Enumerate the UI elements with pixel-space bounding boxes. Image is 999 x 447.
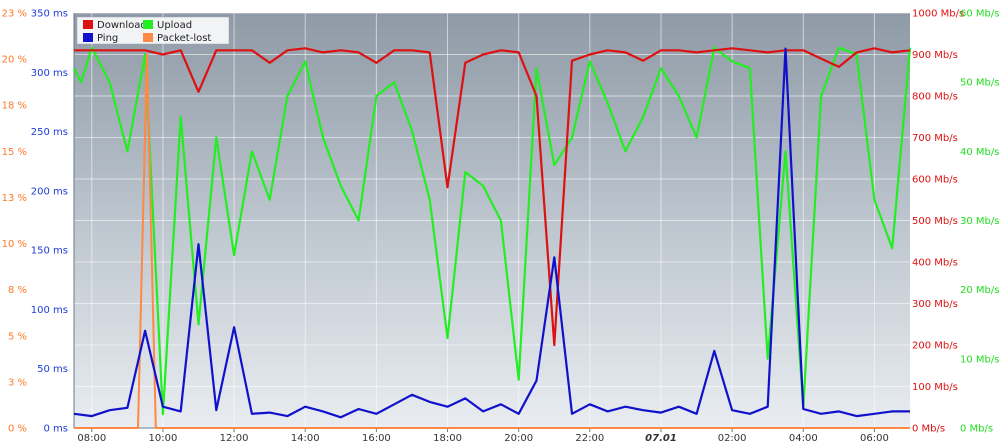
packet-lost-axis-tick-label: 18 % <box>2 101 27 112</box>
series-line-ping <box>73 47 910 419</box>
download-axis-tick-label: 400 Mb/s <box>912 258 958 269</box>
ping-axis-tick-label: 50 ms <box>37 364 68 375</box>
ping-axis-tick-label: 350 ms <box>31 9 68 20</box>
x-tick-label: 22:00 <box>575 433 604 444</box>
ping-axis-tick-label: 0 ms <box>44 424 69 435</box>
x-tick-label: 20:00 <box>504 433 533 444</box>
upload-axis-tick-label: 0 Mb/s <box>960 424 993 435</box>
legend-swatch-download <box>83 20 93 29</box>
packet-lost-axis-tick-label: 15 % <box>2 147 27 158</box>
download-axis-tick-label: 800 Mb/s <box>912 92 958 103</box>
packet-lost-axis-tick-label: 20 % <box>2 55 27 66</box>
packet-lost-axis-tick-label: 23 % <box>2 9 27 20</box>
upload-axis-tick-label: 40 Mb/s <box>960 147 999 158</box>
legend: Download Upload Ping Packet-lost <box>76 16 230 45</box>
download-axis-tick-label: 500 Mb/s <box>912 216 958 227</box>
ping-axis-tick-label: 250 ms <box>31 127 68 138</box>
legend-swatch-upload <box>143 20 153 29</box>
legend-label-upload: Upload <box>157 20 192 31</box>
upload-axis-tick-label: 50 Mb/s <box>960 78 999 89</box>
download-axis-tick-label: 700 Mb/s <box>912 133 958 144</box>
x-tick-label: 18:00 <box>433 433 462 444</box>
download-axis-tick-label: 900 Mb/s <box>912 50 958 61</box>
upload-axis-tick-label: 30 Mb/s <box>960 216 999 227</box>
packet-lost-axis-tick-label: 8 % <box>8 285 27 296</box>
x-tick-label: 07.01 <box>645 433 677 444</box>
packet-lost-axis-tick-label: 0 % <box>8 424 27 435</box>
packet-lost-axis-tick-label: 3 % <box>8 377 27 388</box>
x-tick-label: 12:00 <box>220 433 249 444</box>
grid-lines <box>74 12 910 429</box>
download-axis-tick-label: 0 Mb/s <box>912 424 945 435</box>
legend-label-ping: Ping <box>97 33 118 44</box>
download-axis-tick-label: 200 Mb/s <box>912 341 958 352</box>
upload-axis-tick-label: 10 Mb/s <box>960 354 999 365</box>
ping-axis-tick-label: 100 ms <box>31 305 68 316</box>
packet-lost-axis-tick-label: 13 % <box>2 193 27 204</box>
download-axis-tick-label: 1000 Mb/s <box>912 9 964 20</box>
ping-axis-tick-label: 150 ms <box>31 246 68 257</box>
series-line-upload <box>73 46 912 416</box>
packet-lost-axis-tick-label: 5 % <box>8 331 27 342</box>
legend-swatch-packet-lost <box>143 33 153 42</box>
legend-swatch-ping <box>83 33 93 42</box>
download-axis-tick-label: 300 Mb/s <box>912 299 958 310</box>
ping-axis-tick-label: 200 ms <box>31 186 68 197</box>
x-tick-label: 10:00 <box>149 433 178 444</box>
x-tick-label: 14:00 <box>291 433 320 444</box>
x-tick-label: 02:00 <box>718 433 747 444</box>
x-tick-label: 08:00 <box>77 433 106 444</box>
series-line-packet-lost <box>74 53 910 429</box>
series-line-download <box>74 47 911 347</box>
legend-label-download: Download <box>97 20 147 31</box>
axes: 0 % 3 % 5 % 8 % 10 % 13 % 15 % 18 % 20 % 23 % 0 ms… <box>2 9 999 445</box>
download-axis-tick-label: 100 Mb/s <box>912 382 958 393</box>
download-axis-tick-label: 600 Mb/s <box>912 175 958 186</box>
packet-lost-axis-tick-label: 10 % <box>2 239 27 250</box>
x-tick-label: 16:00 <box>362 433 391 444</box>
x-tick-label: 06:00 <box>860 433 889 444</box>
x-tick-label: 04:00 <box>789 433 818 444</box>
ping-axis-tick-label: 300 ms <box>31 68 68 79</box>
upload-axis-tick-label: 60 Mb/s <box>960 9 999 20</box>
upload-axis-tick-label: 20 Mb/s <box>960 285 999 296</box>
series-lines <box>73 46 912 429</box>
legend-label-packet-lost: Packet-lost <box>157 33 211 44</box>
